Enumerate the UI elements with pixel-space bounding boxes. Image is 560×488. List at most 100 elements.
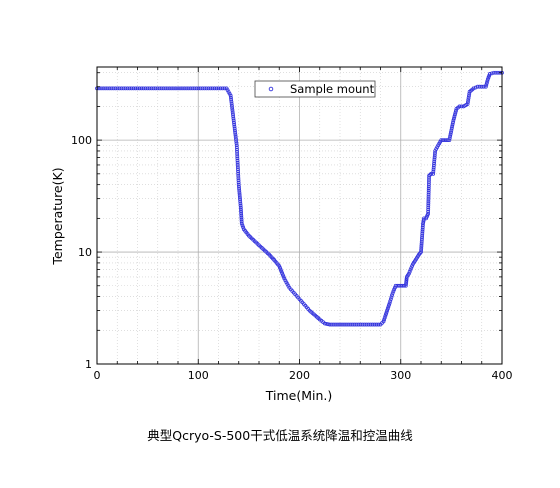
data-point — [180, 86, 184, 91]
data-point — [447, 138, 452, 143]
data-point — [427, 176, 431, 180]
data-point — [432, 157, 437, 162]
data-point — [344, 322, 348, 327]
data-point — [483, 84, 488, 89]
data-point — [487, 73, 492, 78]
data-point — [481, 84, 486, 89]
data-point — [429, 171, 434, 176]
data-point — [419, 241, 424, 246]
data-point — [445, 138, 450, 143]
data-point — [240, 223, 245, 228]
data-point — [420, 231, 425, 236]
data-point — [210, 86, 215, 91]
data-point — [329, 322, 334, 327]
data-point — [387, 303, 391, 307]
data-point — [420, 229, 425, 234]
data-point — [202, 86, 207, 91]
data-point — [233, 130, 238, 135]
y-axis-title: Temperature(K) — [50, 167, 65, 265]
data-point — [143, 86, 148, 91]
data-point — [155, 86, 160, 91]
data-point — [454, 108, 458, 113]
data-point — [449, 126, 454, 131]
data-point — [457, 104, 462, 109]
data-point — [383, 314, 388, 318]
data-point — [280, 271, 285, 276]
data-point — [435, 145, 440, 150]
data-point — [426, 209, 431, 214]
data-point — [139, 86, 144, 91]
data-point — [431, 163, 436, 168]
data-point — [235, 147, 239, 152]
data-point — [433, 151, 437, 155]
data-point — [362, 322, 367, 327]
data-point — [239, 219, 244, 224]
data-point — [374, 322, 379, 327]
data-point — [332, 322, 336, 327]
data-point — [192, 86, 197, 91]
data-point — [346, 322, 351, 327]
data-point — [235, 154, 240, 159]
data-point — [157, 86, 162, 91]
data-point — [326, 322, 331, 327]
data-point — [342, 322, 346, 327]
data-point — [392, 287, 397, 292]
data-point — [236, 169, 240, 174]
data-point — [194, 86, 199, 91]
data-point — [105, 86, 110, 91]
data-point — [111, 86, 116, 91]
data-point — [491, 70, 496, 75]
data-point — [427, 173, 432, 178]
data-point — [426, 190, 431, 195]
data-point — [432, 153, 437, 158]
data-point — [220, 86, 225, 91]
data-point — [141, 86, 146, 91]
data-point — [465, 102, 470, 106]
data-point — [419, 246, 424, 250]
data-point — [448, 132, 453, 137]
data-point — [212, 86, 217, 91]
data-point — [218, 86, 223, 91]
data-point — [235, 163, 240, 167]
data-point — [385, 306, 390, 311]
y-tick-labels: 1 10 100 — [71, 134, 92, 371]
data-point — [426, 199, 431, 203]
data-point — [127, 86, 132, 91]
data-point — [426, 197, 431, 201]
data-point — [129, 86, 134, 91]
data-point — [133, 86, 138, 91]
data-point — [147, 86, 152, 91]
data-point — [432, 161, 436, 166]
data-point — [230, 104, 234, 108]
data-point — [487, 72, 492, 76]
data-point — [432, 159, 437, 164]
data-point — [426, 184, 431, 189]
data-point — [278, 267, 283, 272]
data-point — [426, 194, 431, 199]
data-point — [131, 86, 136, 91]
axis-ticks — [96, 67, 503, 365]
data-point — [364, 322, 369, 327]
data-point — [233, 128, 237, 133]
data-point — [137, 86, 142, 91]
data-point — [188, 86, 193, 91]
data-point — [237, 188, 242, 193]
data-point — [426, 205, 431, 210]
data-point — [235, 149, 239, 154]
data-point — [234, 143, 239, 148]
data-point — [279, 269, 284, 274]
data-point — [433, 149, 438, 153]
data-point — [449, 130, 453, 135]
data-point — [419, 244, 424, 248]
legend-label: Sample mount — [290, 82, 375, 96]
data-point — [113, 86, 118, 91]
data-point — [431, 171, 436, 176]
data-point — [125, 86, 130, 91]
data-point — [285, 282, 290, 286]
data-point — [450, 122, 455, 127]
legend: Sample mount — [254, 80, 376, 98]
data-point — [452, 114, 457, 119]
data-point — [426, 201, 431, 206]
data-point — [196, 86, 201, 91]
data-point — [427, 178, 431, 182]
